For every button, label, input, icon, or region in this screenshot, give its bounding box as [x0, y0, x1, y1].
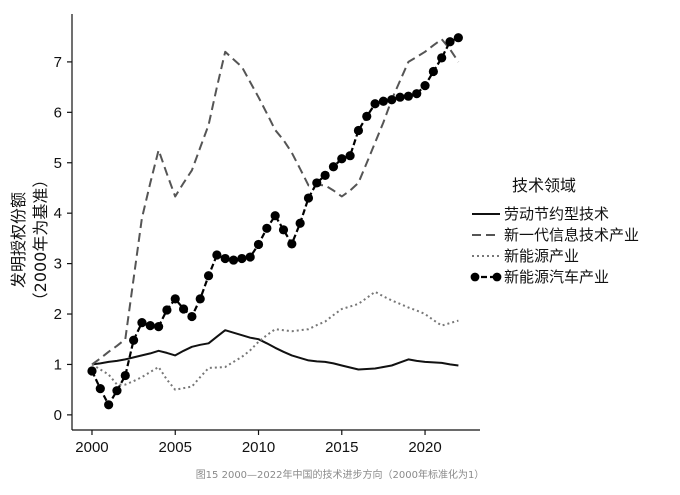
legend-label: 新一代信息技术产业 [504, 226, 639, 244]
series-point [145, 321, 155, 331]
chart: 0 1 2 3 4 5 6 7 2000 2005 2010 2015 2020 发明授权份额 （20… [9, 14, 639, 456]
legend-marker [492, 272, 502, 282]
series-point [137, 317, 147, 328]
y-ticks: 0 1 2 3 4 5 6 7 [54, 54, 72, 424]
legend-title: 技术领域 [512, 176, 576, 195]
figure-caption: 图15 2000—2022年中国的技术进步方向（2000年标准化为1） [195, 470, 485, 481]
x-tick-label: 2020 [408, 439, 441, 456]
x-tick-label: 2015 [325, 439, 358, 456]
y-tick-label: 0 [54, 407, 62, 424]
series-point [178, 304, 189, 314]
series-point [320, 170, 330, 180]
series-3-line [91, 36, 459, 406]
series-point [345, 151, 355, 161]
series-point [403, 91, 413, 101]
series-point [453, 33, 463, 43]
legend-label: 劳动节约型技术 [504, 205, 609, 223]
series-point [87, 366, 97, 376]
series-point [387, 95, 397, 105]
x-tick-label: 2005 [159, 439, 192, 456]
series-point [353, 125, 364, 136]
series-2-line [91, 290, 459, 391]
legend-label: 新能源汽车产业 [504, 268, 609, 286]
series-point [220, 253, 230, 264]
series-point [420, 81, 430, 91]
series-point [295, 218, 305, 228]
series-point [395, 92, 405, 102]
series-point [203, 271, 214, 281]
y-axis-label: 发明授权份额 （2000年为基准） [9, 172, 50, 309]
series-point [120, 370, 130, 381]
y-tick-label: 3 [54, 256, 62, 273]
series-point [378, 96, 389, 106]
series-1-line [91, 38, 460, 366]
series-point [112, 386, 122, 396]
series-point [129, 335, 139, 345]
series-point [162, 305, 172, 315]
y-axis-label-main: 发明授权份额 [9, 192, 28, 288]
y-tick-label: 7 [54, 54, 62, 71]
series-0-line [91, 329, 459, 371]
series-point [278, 225, 289, 235]
y-tick-label: 6 [54, 104, 62, 121]
series-point [303, 193, 314, 203]
legend-label: 新能源产业 [504, 247, 579, 265]
series-point [253, 239, 264, 250]
series-point [412, 89, 422, 99]
series-point [153, 322, 164, 332]
series-point [212, 250, 222, 260]
series-point [287, 239, 297, 249]
y-tick-label: 2 [54, 306, 62, 323]
x-tick-label: 2010 [242, 439, 275, 456]
x-tick-label: 2000 [75, 439, 108, 456]
series-point [370, 99, 380, 109]
y-tick-label: 5 [54, 155, 62, 172]
series-point [262, 223, 272, 233]
legend-marker [470, 272, 480, 282]
x-ticks: 2000 2005 2010 2015 2020 [75, 430, 442, 456]
y-tick-label: 4 [54, 205, 62, 222]
series-point [228, 255, 239, 265]
series-point [312, 178, 322, 188]
series-point [170, 294, 180, 304]
series-point [437, 53, 447, 63]
series-point [187, 311, 197, 322]
series-point [362, 111, 372, 121]
series-point [337, 154, 347, 164]
plot-area [87, 33, 463, 410]
series-point [245, 252, 255, 262]
series-point [95, 384, 105, 394]
axes: 0 1 2 3 4 5 6 7 2000 2005 2010 2015 2020 [54, 14, 480, 456]
series-point [445, 37, 455, 47]
series-point [237, 253, 247, 264]
series-point [195, 294, 205, 304]
y-axis-label-sub: （2000年为基准） [31, 172, 50, 309]
series-point [270, 211, 280, 221]
series-point [428, 66, 438, 77]
y-tick-label: 1 [54, 356, 62, 373]
series-point [104, 400, 114, 410]
series-point [328, 162, 339, 172]
